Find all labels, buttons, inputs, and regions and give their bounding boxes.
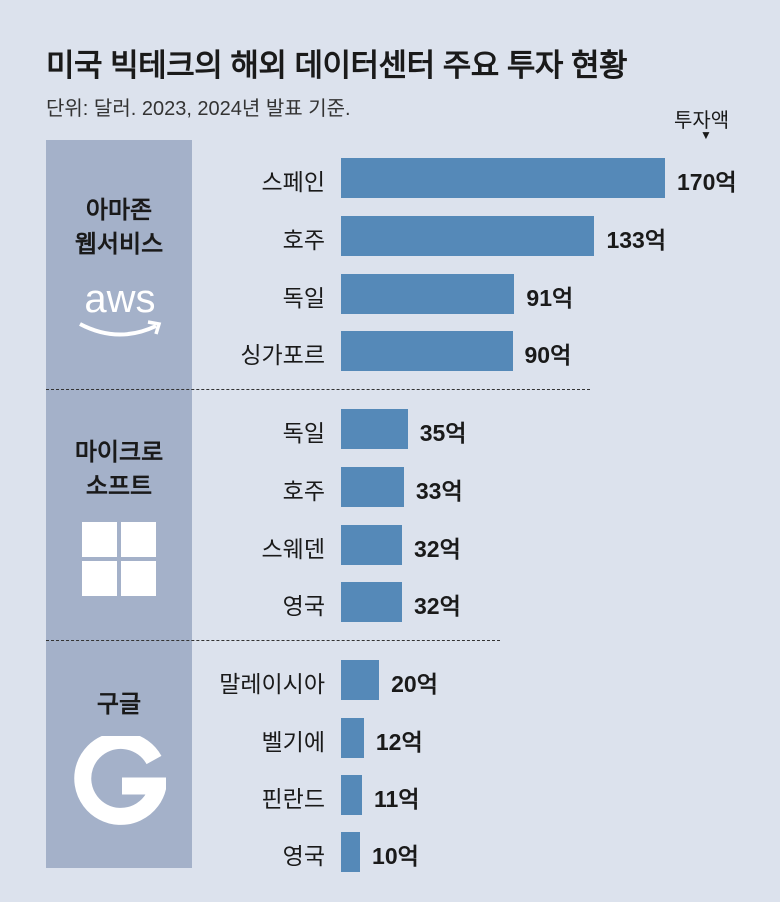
group-label-google: 구글: [46, 688, 192, 722]
value-label: 133억: [606, 227, 667, 253]
bar: [341, 718, 364, 758]
svg-text:aws: aws: [84, 278, 155, 321]
group-label-line: 소프트: [85, 473, 153, 500]
category-label: 싱가포르: [240, 342, 325, 368]
google-g-logo: [74, 736, 166, 825]
windows-logo: [82, 522, 156, 596]
down-arrow-icon: ▼: [700, 128, 712, 142]
category-label: 말레이시아: [219, 671, 325, 697]
group-label-microsoft: 마이크로 소프트: [46, 436, 192, 504]
chart-title: 미국 빅테크의 해외 데이터센터 주요 투자 현황: [46, 48, 628, 83]
group-label-line: 웹서비스: [74, 231, 164, 258]
chart-subtitle: 단위: 달러. 2023, 2024년 발표 기준.: [46, 98, 351, 120]
value-label: 35억: [419, 420, 467, 446]
group-label-aws: 아마존 웹서비스: [46, 194, 192, 262]
value-label: 33억: [415, 478, 463, 504]
bar: [341, 216, 595, 256]
value-label: 10억: [372, 843, 419, 869]
bar: [341, 274, 515, 314]
group-label-line: 아마존: [85, 197, 153, 224]
value-label: 11억: [373, 786, 420, 812]
group-divider: [46, 389, 590, 390]
category-label: 스웨덴: [261, 536, 325, 562]
bar: [341, 409, 408, 449]
bar: [341, 660, 380, 700]
category-label: 벨기에: [261, 729, 325, 755]
bar: [341, 582, 402, 622]
bar: [341, 331, 513, 371]
group-label-line: 구글: [96, 691, 142, 718]
category-label: 호주: [282, 227, 325, 253]
category-label: 스페인: [261, 169, 325, 195]
value-label: 90억: [524, 342, 572, 368]
bar: [341, 832, 361, 872]
group-divider: [46, 640, 500, 641]
bar: [341, 467, 404, 507]
value-label: 32억: [413, 593, 461, 619]
value-label: 91억: [526, 285, 574, 311]
category-label: 영국: [282, 593, 325, 619]
category-label: 핀란드: [261, 786, 325, 812]
category-label: 호주: [282, 478, 325, 504]
value-label: 12억: [375, 729, 423, 755]
aws-logo: aws: [79, 278, 162, 337]
value-axis-label: 투자액: [674, 110, 730, 132]
group-label-line: 마이크로: [74, 439, 164, 466]
category-label: 독일: [282, 285, 325, 311]
category-label: 영국: [282, 843, 325, 869]
category-label: 독일: [282, 420, 325, 446]
bar: [341, 158, 665, 198]
value-label: 32억: [413, 536, 461, 562]
bar: [341, 525, 402, 565]
bar: [341, 775, 362, 815]
value-label: 20억: [391, 671, 438, 697]
value-label: 170억: [677, 169, 737, 195]
